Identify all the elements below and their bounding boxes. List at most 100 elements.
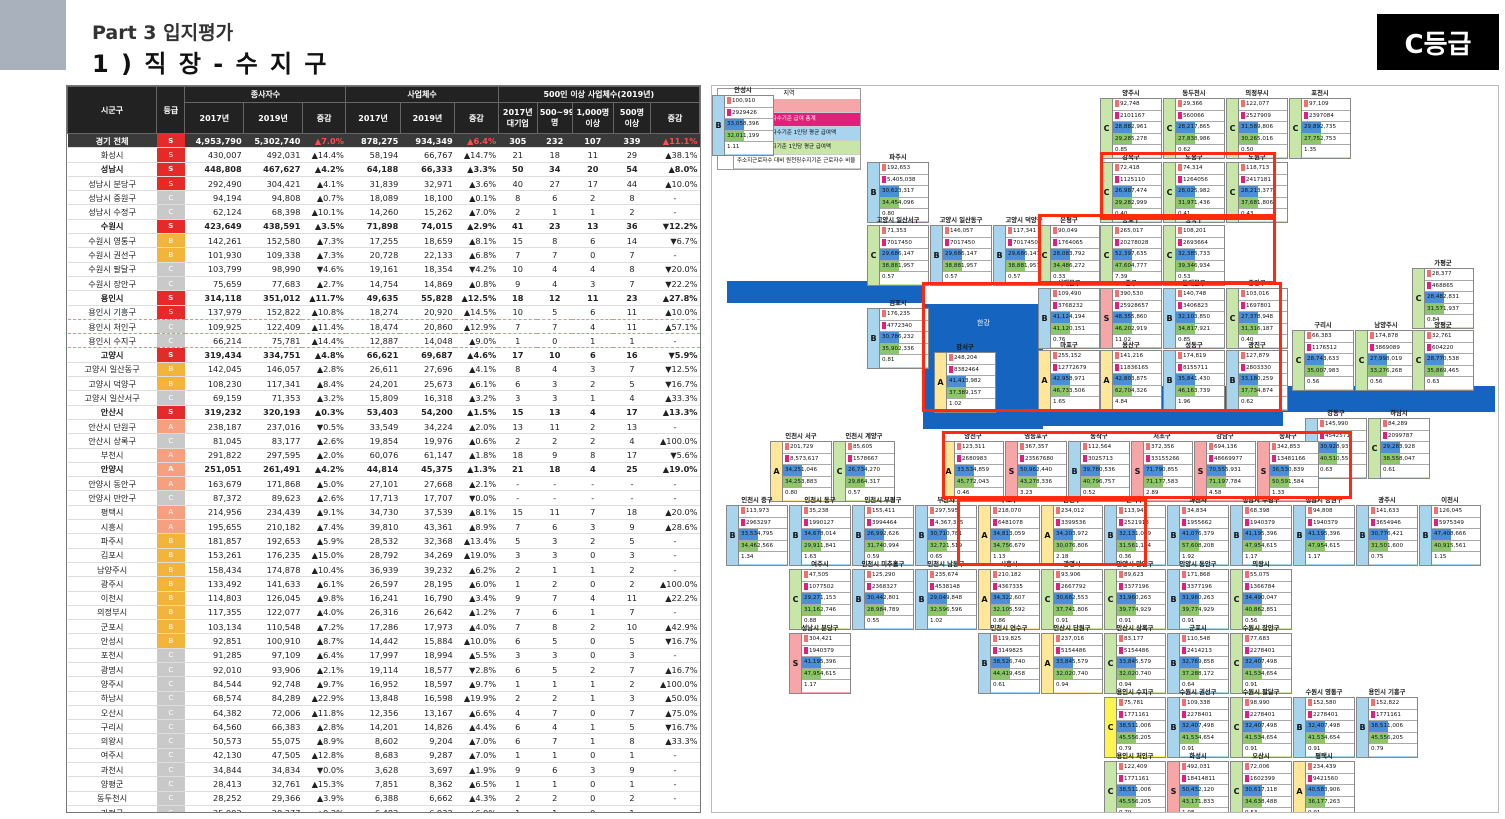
value-cell: ▲6.4% <box>454 133 499 149</box>
region-cell-value: 1940379 <box>1243 517 1291 530</box>
value-bar <box>804 646 808 654</box>
value-bar <box>993 635 997 642</box>
value-cell: 114,803 <box>184 591 244 606</box>
region-cell-value-text: 2667792 <box>1061 583 1086 590</box>
value-cell: 152,580 <box>243 233 303 249</box>
value-cell: 16,598 <box>400 691 455 706</box>
region-cell: 노원구 C 118,713 2417181 28,213,377 37,681,806 0.… <box>1226 153 1288 223</box>
value-cell: ▲6.2% <box>454 562 499 578</box>
region-cell-body: B 140,748 3406823 32,103,850 34,817,921 0.85 <box>1163 288 1225 349</box>
region-cell: 부천시 B 297,595 4,367,335 30,710,781 32,721,519… <box>915 496 977 566</box>
region-cell-value: 52,397,635 <box>1113 249 1161 261</box>
region-cell-grade: B <box>1294 698 1306 757</box>
region-cell-value: 5154486 <box>1054 645 1102 658</box>
value-bar <box>785 443 789 450</box>
region-cell: 중구 S 390,530 25928657 48,355,860 46,202,919 11… <box>1100 279 1162 349</box>
region-cell-value: 40,583,906 <box>1306 785 1354 797</box>
value-cell: 18 <box>498 448 538 463</box>
region-cell-value-text: 29,285,278 <box>1115 135 1148 142</box>
table-row: 고양시 덕양구 B 108,230 117,341 ▲8.4% 24,201 25,673 ▲… <box>67 376 700 392</box>
region-cell-grade: B <box>727 506 739 565</box>
region-cell-value: 0.91 <box>1054 616 1102 628</box>
value-bar <box>1370 343 1374 351</box>
region-cell-value: 28,743,633 <box>1305 354 1353 366</box>
region-cell-value: 2521913 <box>1117 517 1165 530</box>
region-cell-value: 34,678,014 <box>802 529 850 541</box>
region-cell-grade: A <box>771 442 783 501</box>
region-cell-value: 47,954,615 <box>1243 540 1291 553</box>
region-cell-value-text: 0.91 <box>1308 746 1321 753</box>
value-cell: ▲2.1% <box>454 476 499 492</box>
grade-cell: A <box>156 519 185 535</box>
region-cell-body: B 112,564 3025713 39,780,536 40,796,757 0.52 <box>1068 441 1130 502</box>
value-cell: 18 <box>498 290 538 306</box>
table-row: 성남시 S 448,808 467,627 ▲4.2% 64,188 66,333 ▲3.3%… <box>67 162 700 177</box>
value-cell: 20,728 <box>345 247 401 263</box>
region-cell-value-text: 0.63 <box>1320 467 1333 474</box>
grade-cell: B <box>156 605 185 621</box>
table-row: 고양시 일산서구 C 69,159 71,353 ▲3.2% 15,809 16,318 ▲3… <box>67 390 700 406</box>
value-cell: 8 <box>498 190 538 206</box>
region-cell-value-text: 0.33 <box>1053 274 1066 281</box>
region-cell-value: 1771161 <box>1117 773 1165 786</box>
value-cell: 7 <box>498 247 538 263</box>
value-cell: ▲7.0% <box>454 733 499 749</box>
region-cell-value: 103,016 <box>1239 289 1287 301</box>
region-cell-body: B 34,834 1955662 41,076,379 57,608,208 1.92 <box>1167 505 1229 566</box>
value-cell: 8 <box>537 233 573 249</box>
value-cell: 17,713 <box>345 490 401 506</box>
region-cell-value-text: 34,638,488 <box>1245 798 1278 805</box>
region-cell-value: 152,822 <box>1369 698 1417 710</box>
value-cell: 8 <box>537 619 573 635</box>
region-cell-value: 2929426 <box>725 107 773 120</box>
value-bar <box>1241 164 1245 171</box>
table-row: 수원시 영통구 B 142,261 152,580 ▲7.3% 17,255 18,659 ▲… <box>67 233 700 249</box>
region-cell-value-text: 3149825 <box>998 647 1023 654</box>
value-cell: 2 <box>537 691 573 706</box>
value-cell: ▲3.4% <box>454 591 499 606</box>
region-cell-value-text: 8155711 <box>1183 364 1208 371</box>
region-cell-value-text: 40,862,851 <box>1245 606 1278 613</box>
region-cell-value-text: 31,960,263 <box>1182 595 1215 602</box>
region-cell-value-text: 30,776,421 <box>1371 531 1404 538</box>
region-name: 수원시 장안구 <box>67 276 157 292</box>
value-cell: ▲1.5% <box>454 405 499 420</box>
region-cell: 평택시A234,439942156040,583,90636,177,2630.… <box>1293 752 1355 812</box>
region-cell-value: 3.23 <box>1018 488 1066 500</box>
region-cell-value: 152,580 <box>1306 698 1354 710</box>
region-cell-value: 8155711 <box>1176 362 1224 375</box>
region-cell-body: C 103,016 1697801 27,378,948 31,316,187 0.40 <box>1226 288 1288 349</box>
region-cell-grade: S <box>1195 442 1207 501</box>
region-cell-value: 29,686,147 <box>880 249 928 261</box>
value-bar <box>993 582 997 590</box>
region-cell-value: 23567680 <box>1018 453 1066 466</box>
region-cell-value-text: 85,605 <box>853 444 873 450</box>
region-cell-value: 122,409 <box>1117 762 1165 774</box>
value-cell: 93,906 <box>243 662 303 678</box>
value-cell: ▲20.0% <box>650 505 700 521</box>
region-cell-value-text: 103,016 <box>1246 291 1270 297</box>
value-cell: 15 <box>498 505 538 521</box>
region-cell-value: 8,573,617 <box>783 453 831 466</box>
grade-cell: S <box>156 304 185 320</box>
region-cell: 인천시 미추홀구 B 125,290 2368327 30,442,801 28,984,… <box>852 560 914 630</box>
region-cell-value: 1176512 <box>1305 342 1353 355</box>
region-cell-value: 33,534,795 <box>739 529 787 541</box>
value-cell: 11 <box>537 419 573 435</box>
value-bar <box>1146 443 1150 450</box>
region-cell-value: 55,075 <box>1243 570 1291 582</box>
region-cell-value-text: 18414811 <box>1187 775 1216 782</box>
table-row: 가평군 C 25,992 28,377 ▲9.2% 6,482 6,932 ▲6.9% 1 1 0 1… <box>67 805 700 812</box>
region-cell-value-text: 29,686,147 <box>1008 251 1041 258</box>
value-cell: 492,031 <box>243 147 303 163</box>
grade-cell: C <box>156 791 185 806</box>
region-cell-value: 20278028 <box>1113 237 1161 250</box>
value-cell: 34 <box>537 162 573 177</box>
region-cell-grade: B <box>1168 506 1180 565</box>
region-cell-value: 468865 <box>1425 280 1473 293</box>
part-label: Part 3 입지평가 <box>92 22 234 44</box>
region-cell-value-text: 45,556,205 <box>1371 734 1404 741</box>
region-cell-grade: S <box>1006 442 1018 501</box>
region-cell-body: B 174,819 8155711 35,841,430 46,163,739 1.96 <box>1163 350 1225 411</box>
grade-cell: B <box>156 633 185 649</box>
